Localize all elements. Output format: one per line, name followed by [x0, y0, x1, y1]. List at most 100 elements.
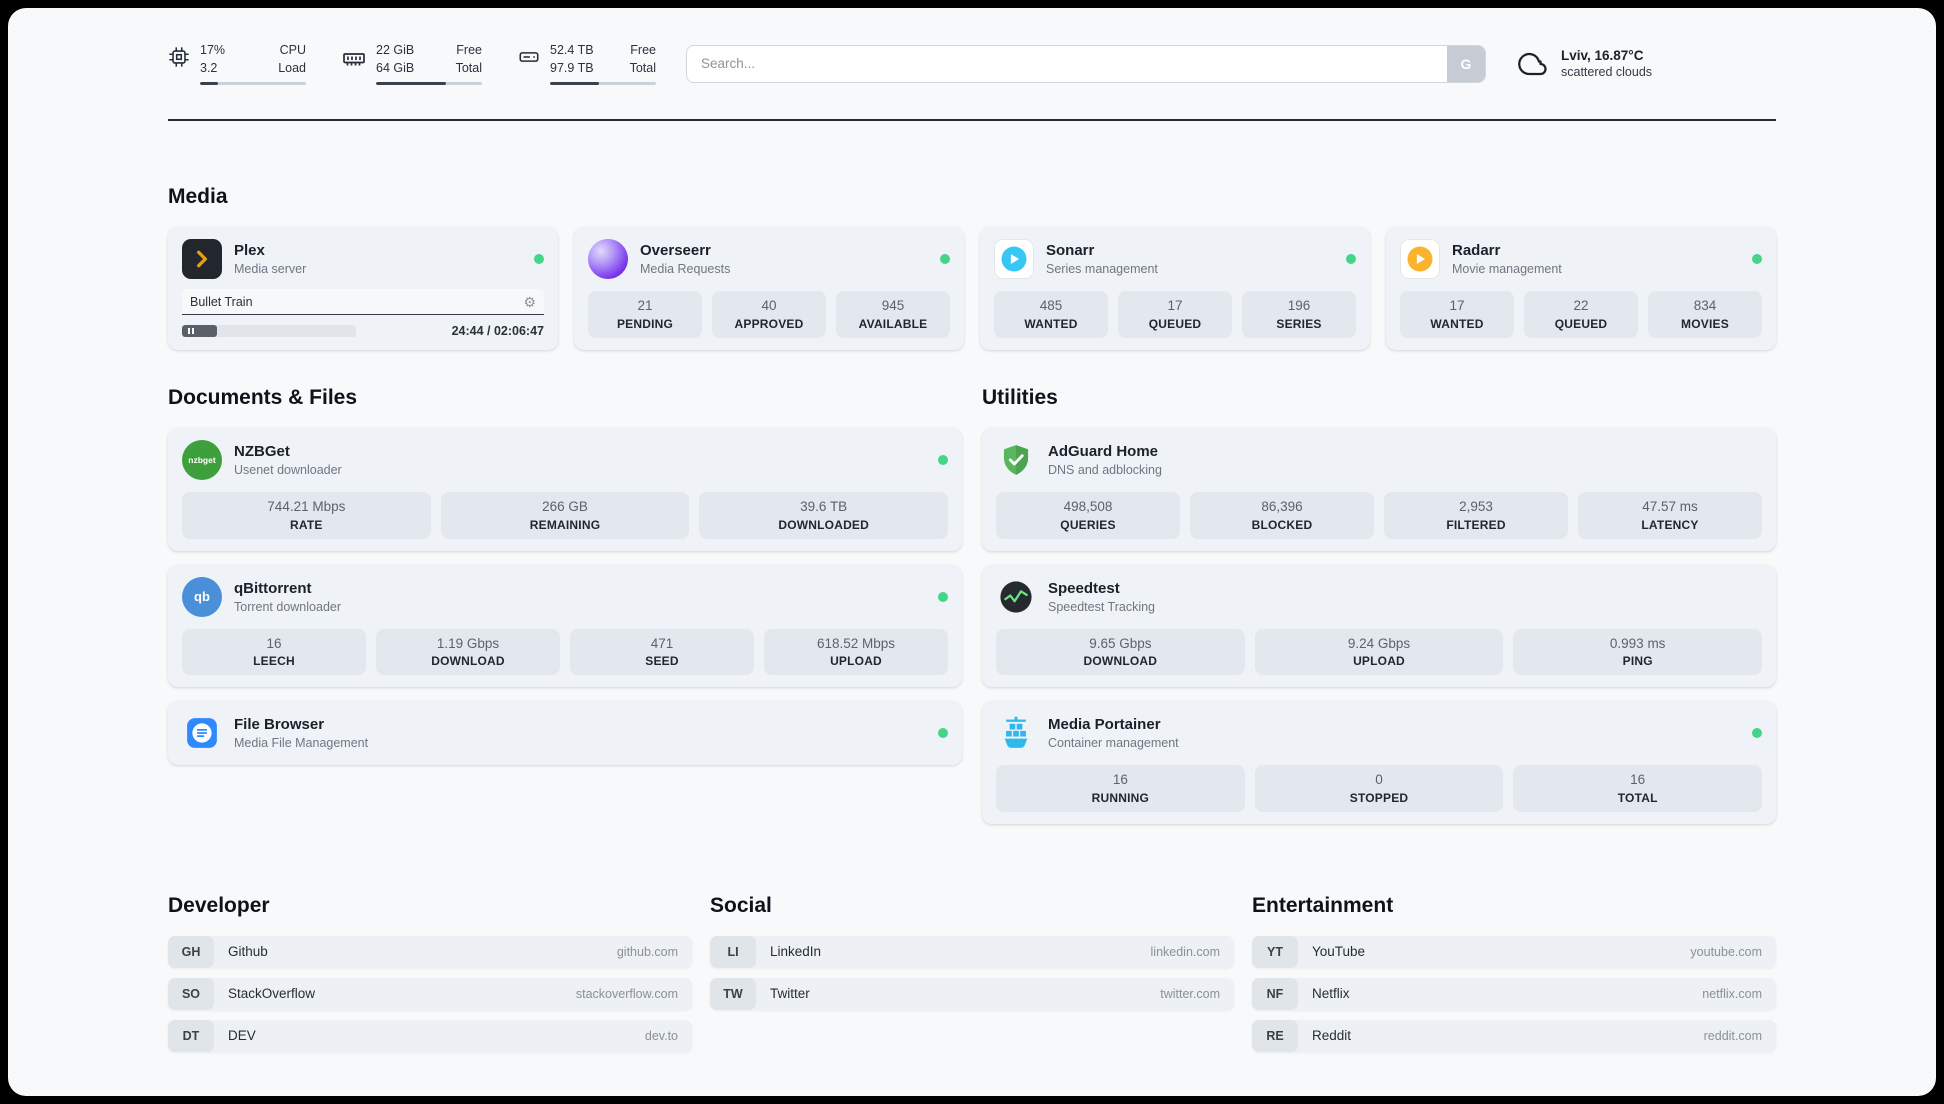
stat-value: 0 — [1375, 772, 1383, 788]
card-qbittorrent[interactable]: qb qBittorrent Torrent downloader 16 LEEC… — [168, 564, 962, 688]
netflix-badge: NF — [1252, 977, 1298, 1010]
bookmark-linkedin[interactable]: LI LinkedIn linkedin.com — [710, 935, 1234, 968]
card-radarr[interactable]: Radarr Movie management 17 WANTED 22 QUEUE… — [1386, 227, 1776, 350]
stat-label: BLOCKED — [1251, 517, 1313, 532]
weather-widget: Lviv, 16.87°C scattered clouds — [1516, 48, 1652, 79]
card-nzbget[interactable]: nzbget NZBGet Usenet downloader 744.21 M… — [168, 428, 962, 551]
stat-label: SERIES — [1276, 317, 1322, 331]
stat-value: 22 — [1573, 298, 1589, 314]
bookmark-name: LinkedIn — [770, 944, 822, 960]
header-divider — [168, 119, 1776, 121]
stat-label: MOVIES — [1681, 317, 1729, 331]
stat-tile: 39.6 TB DOWNLOADED — [699, 492, 949, 539]
stat-label: PING — [1622, 654, 1653, 669]
stat-tile: 1.19 Gbps DOWNLOAD — [376, 628, 560, 676]
bookmark-url: reddit.com — [1703, 1028, 1762, 1043]
gear-icon[interactable] — [523, 295, 536, 309]
stat-tile: 86,396 BLOCKED — [1190, 492, 1374, 539]
qbittorrent-icon: qb — [182, 576, 222, 617]
bookmark-stackoverflow[interactable]: SO StackOverflow stackoverflow.com — [168, 977, 692, 1010]
stat-value: 16 — [266, 635, 282, 651]
card-speedtest[interactable]: Speedtest Speedtest Tracking 9.65 Gbps DO… — [982, 564, 1776, 688]
stat-label: QUEUED — [1554, 317, 1608, 331]
disk-progressbar — [550, 82, 656, 85]
cpu-load-label: Load — [278, 60, 306, 75]
card-title: qBittorrent — [234, 579, 312, 597]
stat-value: 945 — [881, 298, 905, 314]
entertainment-group-title: Entertainment — [1252, 893, 1394, 917]
status-dot — [940, 254, 950, 264]
stat-label: LEECH — [253, 654, 295, 669]
overseerr-icon — [588, 239, 628, 279]
bookmark-url: youtube.com — [1690, 944, 1762, 959]
stat-label: WANTED — [1024, 317, 1078, 331]
stat-tile: 17 WANTED — [1400, 291, 1514, 338]
stat-value: 0.993 ms — [1609, 635, 1666, 651]
stat-label: WANTED — [1430, 317, 1484, 331]
bookmark-dev[interactable]: DT DEV dev.to — [168, 1019, 692, 1052]
stat-label: FILTERED — [1446, 517, 1506, 532]
utilities-section-title: Utilities — [982, 386, 1058, 409]
stat-value: 16 — [1630, 772, 1646, 788]
stat-tile: 485 WANTED — [994, 291, 1108, 338]
card-adguard[interactable]: AdGuard Home DNS and adblocking 498,508 Q… — [982, 428, 1776, 551]
stat-tile: 16 RUNNING — [996, 765, 1245, 812]
stat-label: LATENCY — [1641, 517, 1699, 532]
stat-value: 266 GB — [542, 499, 588, 514]
stat-tile: 0 STOPPED — [1254, 765, 1504, 812]
stat-label: DOWNLOAD — [1083, 654, 1158, 669]
bookmark-name: YouTube — [1312, 944, 1366, 960]
stat-value: 2,953 — [1459, 499, 1493, 514]
ram-total-label: Total — [455, 60, 482, 75]
stat-label: DOWNLOADED — [778, 517, 870, 532]
search-engine-button[interactable]: G — [1447, 45, 1485, 82]
portainer-icon — [996, 713, 1036, 753]
card-subtitle: Series management — [1046, 262, 1158, 276]
playback-progressbar[interactable] — [182, 325, 356, 337]
bookmark-url: linkedin.com — [1150, 944, 1220, 959]
stat-value: 9.65 Gbps — [1089, 635, 1152, 651]
cpu-label: CPU — [279, 43, 306, 57]
stat-value: 485 — [1039, 298, 1063, 314]
metric-ram: 22 GiB Free 64 GiB Total — [342, 42, 482, 85]
adguard-shield-icon — [996, 440, 1036, 480]
card-filebrowser[interactable]: File Browser Media File Management — [168, 701, 962, 766]
search-input[interactable] — [687, 45, 1447, 82]
stat-label: AVAILABLE — [858, 317, 928, 331]
disk-progress-fill — [550, 82, 599, 85]
stat-value: 834 — [1693, 298, 1717, 314]
card-plex[interactable]: Plex Media server Bullet Train 24:44 / 0… — [168, 227, 558, 350]
pause-button[interactable] — [188, 328, 194, 334]
weather-location: Lviv, 16.87°C — [1561, 48, 1644, 63]
linkedin-badge: LI — [710, 935, 756, 968]
card-portainer[interactable]: Media Portainer Container management 16 R… — [982, 701, 1776, 824]
sonarr-icon — [994, 239, 1034, 279]
stat-label: STOPPED — [1349, 790, 1409, 805]
bookmark-youtube[interactable]: YT YouTube youtube.com — [1252, 935, 1776, 968]
stat-label: SEED — [645, 654, 679, 669]
status-dot — [1346, 254, 1356, 264]
stat-label: REMAINING — [529, 517, 601, 532]
bookmark-name: Github — [228, 944, 268, 960]
card-overseerr[interactable]: Overseerr Media Requests 21 PENDING 40 APP… — [574, 227, 964, 350]
bookmark-url: dev.to — [644, 1028, 678, 1043]
cpu-progressbar — [200, 82, 306, 85]
stat-tile: 498,508 QUERIES — [996, 492, 1180, 539]
bookmark-twitter[interactable]: TW Twitter twitter.com — [710, 977, 1234, 1010]
stat-tile: 945 AVAILABLE — [836, 291, 950, 338]
stat-tile: 744.21 Mbps RATE — [182, 492, 431, 539]
bookmark-netflix[interactable]: NF Netflix netflix.com — [1252, 977, 1776, 1010]
bookmark-github[interactable]: GH Github github.com — [168, 935, 692, 968]
card-title: File Browser — [234, 716, 325, 734]
playback-progress-fill — [182, 325, 217, 337]
stat-tile: 618.52 Mbps UPLOAD — [764, 628, 948, 676]
social-group-title: Social — [710, 893, 772, 917]
status-dot — [938, 455, 948, 465]
card-sonarr[interactable]: Sonarr Series management 485 WANTED 17 QUE… — [980, 227, 1370, 350]
bookmark-name: Reddit — [1312, 1028, 1352, 1044]
dev-badge: DT — [168, 1019, 214, 1052]
ram-free-value: 22 GiB — [376, 43, 415, 57]
stat-value: 618.52 Mbps — [816, 635, 896, 651]
cpu-load-value: 3.2 — [200, 60, 218, 75]
bookmark-reddit[interactable]: RE Reddit reddit.com — [1252, 1019, 1776, 1052]
